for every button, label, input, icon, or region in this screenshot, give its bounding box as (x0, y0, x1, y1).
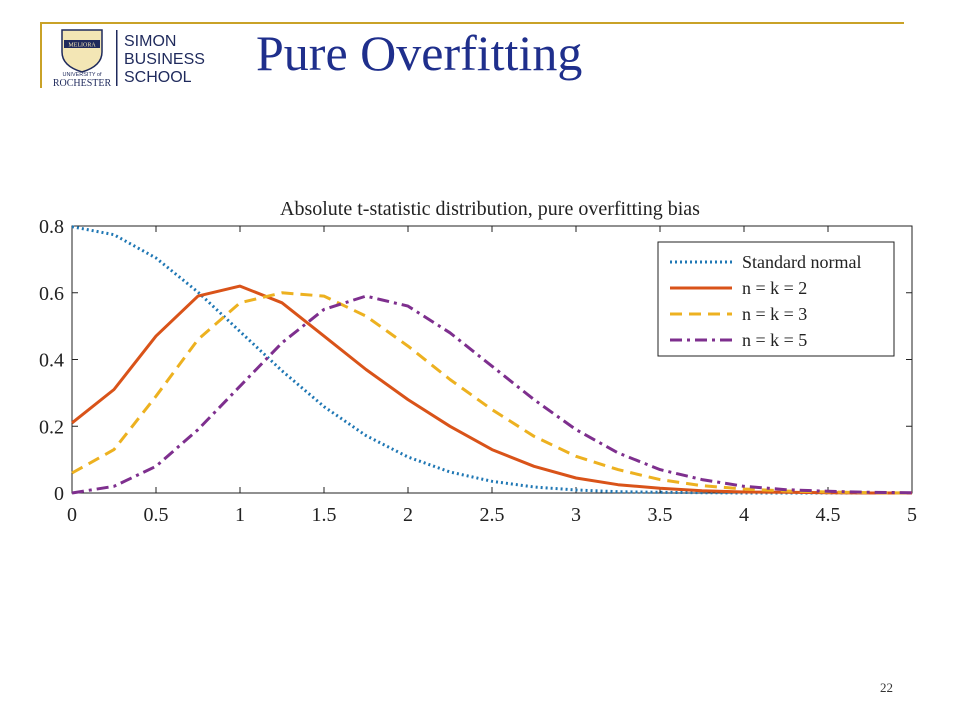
series-lines (71, 225, 913, 495)
page-number: 22 (880, 680, 893, 695)
axis-ticks: 0 0.5 1 1.5 2 2.5 3 3.5 4 4.5 5 0 0.2 0.4 0.6 0.8 (39, 216, 917, 526)
simon-business-school-logo: MELIORA UNIVERSITY of ROCHESTER SIMON BU… (53, 29, 205, 89)
y-tick-label: 0.2 (39, 416, 64, 438)
x-tick-label: 1.5 (312, 504, 337, 526)
x-tick-label: 3 (571, 504, 581, 526)
legend-label: n = k = 2 (742, 278, 807, 298)
logo-university-line2: ROCHESTER (53, 78, 112, 89)
y-tick-label: 0 (54, 483, 64, 505)
legend-label: Standard normal (742, 252, 861, 272)
legend-box (657, 241, 895, 357)
x-tick-label: 2 (403, 504, 413, 526)
x-tick-label: 2.5 (480, 504, 505, 526)
slide-title: Pure Overfitting (256, 25, 583, 81)
x-tick-label: 3.5 (648, 504, 673, 526)
series-line-4 (71, 294, 913, 495)
logo-university-line1: UNIVERSITY of (62, 72, 101, 78)
series-line-2 (71, 284, 912, 495)
x-tick-label: 1 (235, 504, 245, 526)
x-tick-label: 4 (739, 504, 749, 526)
legend-label: n = k = 3 (742, 304, 807, 324)
logo-school-line3: SCHOOL (124, 69, 192, 86)
y-tick-label: 0.8 (39, 216, 64, 238)
x-tick-label: 0 (67, 504, 77, 526)
series-line-3 (71, 291, 913, 495)
y-tick-label: 0.6 (39, 283, 64, 305)
y-tick-label: 0.4 (39, 350, 64, 372)
x-tick-label: 5 (907, 504, 917, 526)
logo-seal-text: MELIORA (68, 43, 96, 49)
x-tick-label: 4.5 (816, 504, 841, 526)
legend: Standard normal n = k = 2 n = k = 3 n = k =… (657, 241, 895, 357)
logo-school-line2: BUSINESS (124, 51, 205, 68)
logo-school-line1: SIMON (124, 33, 176, 50)
header-rule (40, 22, 904, 24)
header-left-rule (40, 22, 42, 88)
legend-label: n = k = 5 (742, 330, 807, 350)
chart-title: Absolute t-statistic distribution, pure … (280, 198, 700, 220)
x-tick-label: 0.5 (144, 504, 169, 526)
